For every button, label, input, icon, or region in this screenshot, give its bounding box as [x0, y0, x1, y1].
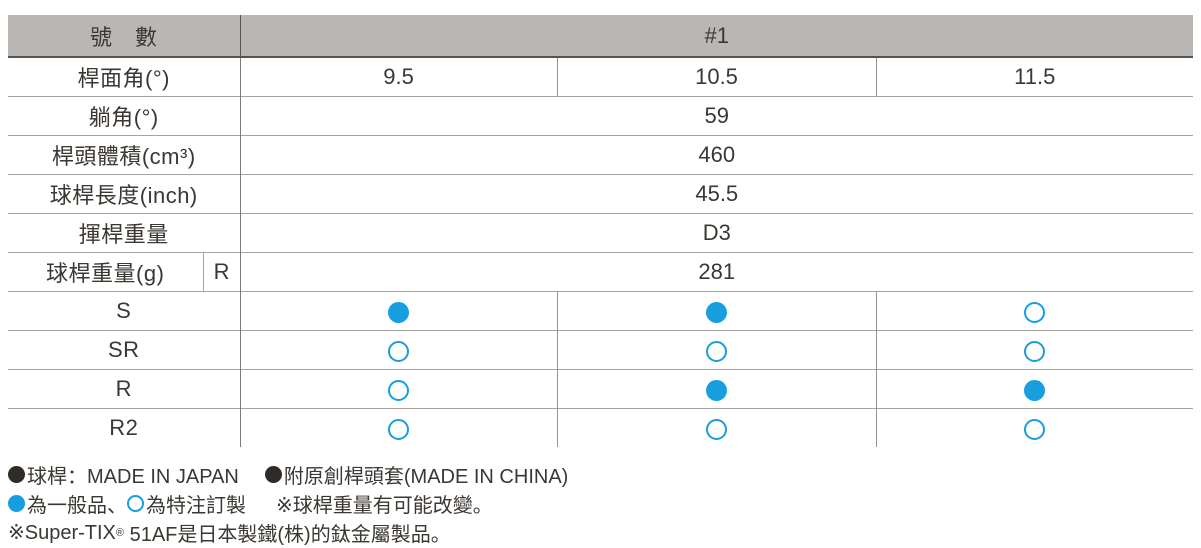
availability-circle-icon: [1024, 301, 1046, 323]
row-lie-angle: 躺角(°) 59: [8, 96, 1194, 136]
flex-r2-cell-3: [875, 408, 1194, 447]
availability-circle-icon: [388, 418, 410, 440]
footnote-line-1: 球桿：MADE IN JAPAN 附原創桿頭套(MADE IN CHINA): [8, 460, 1193, 489]
row-flex-sr: SR: [8, 330, 1194, 370]
row-flex-r: R: [8, 369, 1194, 409]
flex-s-cell-3: [875, 291, 1194, 331]
lie-value: 59: [239, 96, 1194, 136]
availability-circle-icon: [706, 379, 728, 401]
flex-r-cell-1: [239, 369, 558, 409]
footnote-made-in-japan: 球桿：MADE IN JAPAN: [8, 460, 239, 489]
flex-sr-cell-3: [875, 330, 1194, 370]
club-weight-flex-label: R: [202, 252, 241, 292]
swing-weight-value: D3: [239, 213, 1194, 253]
flex-sr-cell-2: [556, 330, 877, 370]
table-header-row: 號 數 #1: [8, 15, 1194, 58]
availability-circle-icon: [1024, 418, 1046, 440]
footnote-weight-note: ※球桿重量有可能改變。: [276, 495, 493, 517]
footnote-text: 為一般品、: [27, 495, 127, 517]
row-swing-weight: 揮桿重量 D3: [8, 213, 1194, 253]
row-label-club-weight: 球桿重量(g): [8, 252, 203, 292]
loft-value-1: 9.5: [239, 56, 558, 97]
row-head-volume: 桿頭體積(cm³) 460: [8, 135, 1194, 175]
length-value: 45.5: [239, 174, 1194, 214]
row-label-flex-s: S: [8, 291, 241, 331]
availability-circle-icon: [388, 379, 410, 401]
flex-s-cell-1: [239, 291, 558, 331]
row-label-loft: 桿面角(°): [8, 56, 241, 97]
club-spec-table: 號 數 #1 桿面角(°) 9.5 10.5 11.5 躺角(°) 59 桿頭體…: [8, 15, 1194, 447]
availability-circle-icon: [1024, 379, 1046, 401]
availability-circle-icon: [388, 340, 410, 362]
footnote-text: 附原創桿頭套(MADE IN CHINA): [283, 466, 569, 488]
flex-r-cell-3: [875, 369, 1194, 409]
footnote-headcover: 附原創桿頭套(MADE IN CHINA): [264, 460, 569, 489]
blue-filled-circle-icon: [8, 495, 25, 512]
header-club-number: #1: [239, 15, 1194, 58]
club-weight-value: 281: [239, 252, 1194, 292]
availability-circle-icon: [388, 301, 410, 323]
volume-value: 460: [239, 135, 1194, 175]
footnote-text: 51AF是日本製鐵(株)的鈦金屬製品。: [124, 524, 451, 546]
availability-circle-icon: [1024, 340, 1046, 362]
footnote-line-2: 為一般品、 為特注訂製 ※球桿重量有可能改變。: [8, 489, 1193, 518]
footnote-text: ※Super-TIX: [8, 522, 116, 544]
row-loft-angle: 桿面角(°) 9.5 10.5 11.5: [8, 56, 1194, 97]
footnote-legend: 為一般品、 為特注訂製: [8, 489, 246, 518]
footnote-text: 球桿：MADE IN JAPAN: [27, 466, 239, 488]
black-dot-icon: [8, 466, 25, 483]
row-flex-s: S: [8, 291, 1194, 331]
row-label-flex-r2: R2: [8, 408, 241, 447]
footnote-text: 為特注訂製: [146, 495, 246, 517]
flex-r2-cell-1: [239, 408, 558, 447]
row-label-flex-sr: SR: [8, 330, 241, 370]
row-flex-r2: R2: [8, 408, 1194, 447]
loft-value-3: 11.5: [875, 56, 1194, 97]
loft-value-2: 10.5: [556, 56, 877, 97]
row-label-flex-r: R: [8, 369, 241, 409]
flex-r2-cell-2: [556, 408, 877, 447]
availability-circle-icon: [706, 301, 728, 323]
row-label-length: 球桿長度(inch): [8, 174, 241, 214]
blue-empty-circle-icon: [127, 495, 144, 512]
row-label-swing-weight: 揮桿重量: [8, 213, 241, 253]
flex-s-cell-2: [556, 291, 877, 331]
row-label-volume: 桿頭體積(cm³): [8, 135, 241, 175]
flex-sr-cell-1: [239, 330, 558, 370]
availability-circle-icon: [706, 418, 728, 440]
row-club-length: 球桿長度(inch) 45.5: [8, 174, 1194, 214]
footnote-line-3: ※Super-TIX ® 51AF是日本製鐵(株)的鈦金屬製品。: [8, 518, 1193, 547]
black-dot-icon: [264, 466, 282, 483]
flex-r-cell-2: [556, 369, 877, 409]
row-label-lie: 躺角(°): [8, 96, 241, 136]
header-number-label: 號 數: [8, 15, 241, 58]
row-club-weight: 球桿重量(g) R 281: [8, 252, 1194, 292]
availability-circle-icon: [706, 340, 728, 362]
